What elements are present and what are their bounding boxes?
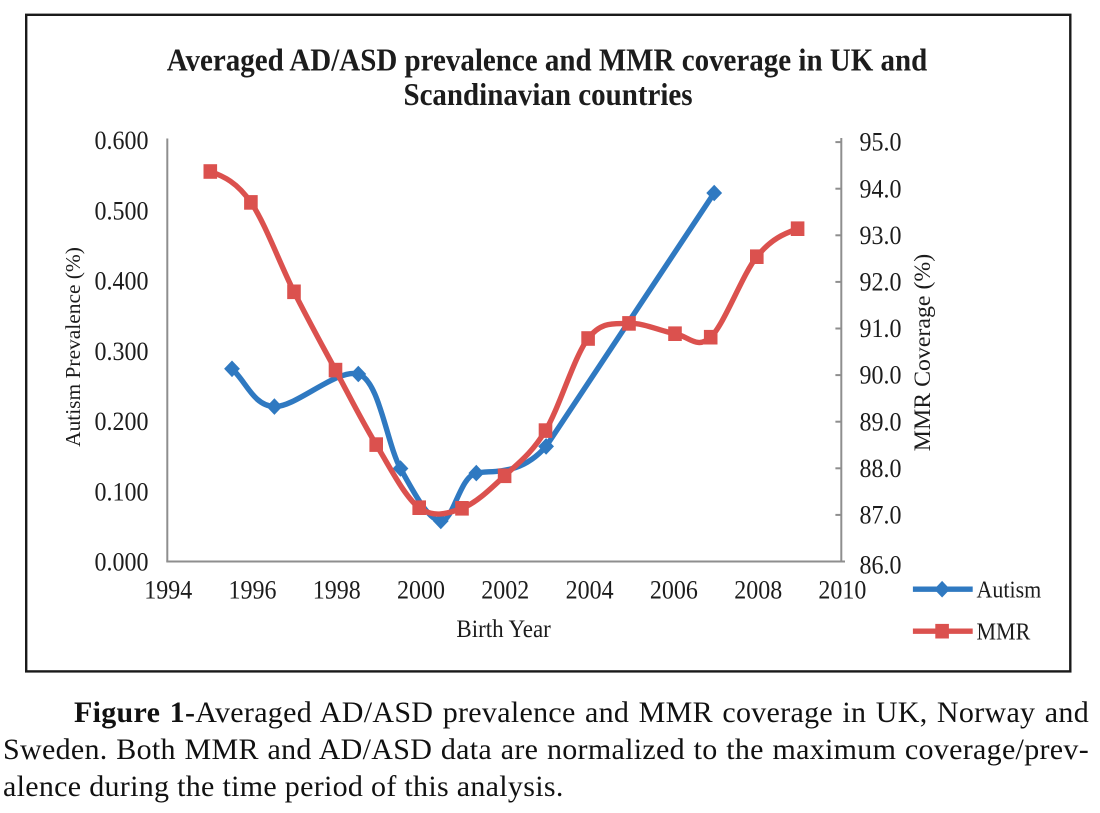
svg-text:Autism: Autism	[977, 576, 1042, 603]
svg-text:Autism Prevalence (%): Autism Prevalence (%)	[61, 247, 85, 447]
svg-text:1998: 1998	[313, 577, 361, 605]
svg-text:Scandinavian countries: Scandinavian countries	[403, 77, 692, 113]
svg-text:0.500: 0.500	[95, 197, 149, 225]
svg-text:MMR Coverage (%): MMR Coverage (%)	[910, 254, 936, 451]
svg-text:2008: 2008	[734, 577, 782, 605]
svg-text:Birth Year: Birth Year	[456, 615, 550, 643]
svg-text:0.300: 0.300	[95, 338, 149, 366]
svg-text:2004: 2004	[566, 577, 614, 605]
svg-text:94.0: 94.0	[860, 175, 902, 203]
svg-text:87.0: 87.0	[860, 502, 902, 530]
svg-text:Averaged AD/ASD prevalence and: Averaged AD/ASD prevalence and MMR cover…	[167, 42, 928, 78]
svg-text:89.0: 89.0	[860, 408, 902, 436]
svg-text:0.400: 0.400	[95, 268, 149, 296]
svg-text:95.0: 95.0	[860, 129, 902, 157]
svg-text:0.100: 0.100	[95, 478, 149, 506]
svg-text:86.0: 86.0	[860, 552, 902, 580]
svg-text:0.200: 0.200	[95, 408, 149, 436]
svg-text:0.600: 0.600	[95, 127, 149, 155]
svg-text:1996: 1996	[229, 577, 277, 605]
svg-text:91.0: 91.0	[860, 315, 902, 343]
svg-text:MMR: MMR	[977, 618, 1031, 645]
svg-text:1994: 1994	[144, 577, 192, 605]
svg-text:2006: 2006	[650, 577, 698, 605]
svg-text:2000: 2000	[397, 577, 445, 605]
svg-text:0.000: 0.000	[95, 549, 149, 577]
svg-text:2002: 2002	[481, 577, 529, 605]
svg-text:93.0: 93.0	[860, 222, 902, 250]
svg-text:92.0: 92.0	[860, 269, 902, 297]
svg-text:88.0: 88.0	[860, 455, 902, 483]
svg-text:2010: 2010	[818, 577, 866, 605]
svg-text:90.0: 90.0	[860, 362, 902, 390]
